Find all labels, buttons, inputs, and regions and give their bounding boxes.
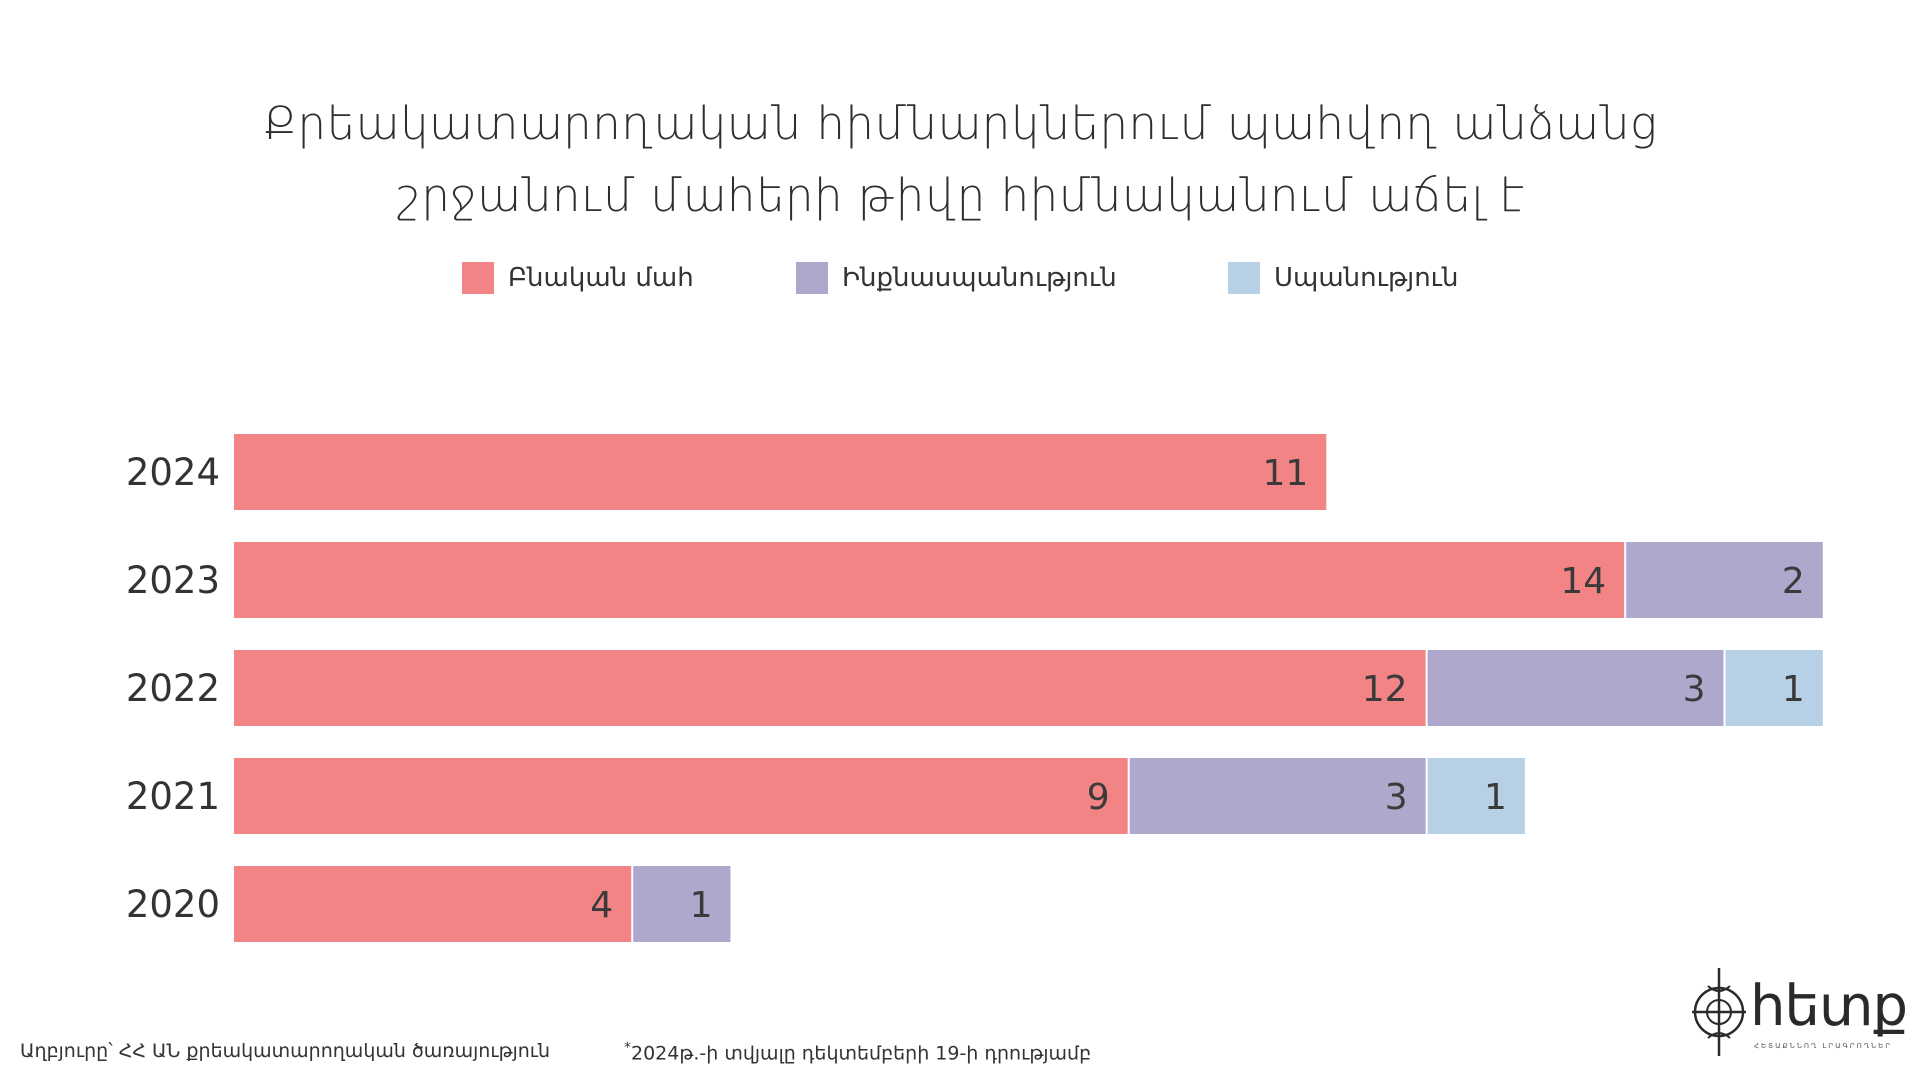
hetq-logo: հետք ՀԵՏԱՔՆՆՈՂ ԼՐԱԳՐՈՂՆԵՐ xyxy=(1688,966,1908,1058)
legend-item-murder: Սպանություն xyxy=(1228,260,1458,296)
chart-title-line-1: Քրեակատարողական հիմնարկներում պահվող անձ… xyxy=(262,97,1658,150)
chart-title: Քրեակատարողական հիմնարկներում պահվող անձ… xyxy=(0,88,1920,232)
y-tick-label-2022: 2022 xyxy=(126,667,220,710)
legend-swatch-suicide xyxy=(796,262,828,294)
bar-segment-natural-death-2023 xyxy=(234,542,1625,618)
bar-segment-murder-2022 xyxy=(1725,650,1823,726)
legend-label-suicide: Ինքնասպանություն xyxy=(842,263,1117,293)
source-note: Աղբյուրը՝ ՀՀ ԱՆ քրեակատարողական ծառայութ… xyxy=(20,1040,551,1062)
legend-item-suicide: Ինքնասպանություն xyxy=(796,260,1117,296)
bar-segment-suicide-2021 xyxy=(1129,758,1426,834)
bar-segment-natural-death-2021 xyxy=(234,758,1128,834)
data-label-suicide-2021: 3 xyxy=(1385,777,1408,818)
hetq-logo-text: հետք xyxy=(1750,974,1908,1039)
y-tick-label-2023: 2023 xyxy=(126,559,220,602)
legend-swatch-natural-death xyxy=(462,262,494,294)
chart-title-line-2: շրջանում մահերի թիվը հիմնականում աճել է xyxy=(394,169,1526,222)
data-label-murder-2022: 1 xyxy=(1782,669,1805,710)
bar-segment-natural-death-2022 xyxy=(234,650,1426,726)
data-label-natural-death-2020: 4 xyxy=(590,885,613,926)
data-label-suicide-2022: 3 xyxy=(1683,669,1706,710)
footnote-mark: * xyxy=(624,1040,631,1056)
data-label-natural-death-2021: 9 xyxy=(1087,777,1110,818)
legend-item-natural-death: Բնական մահ xyxy=(462,260,694,296)
data-label-murder-2021: 1 xyxy=(1484,777,1507,818)
bar-segment-natural-death-2024 xyxy=(234,434,1327,510)
data-label-suicide-2023: 2 xyxy=(1782,561,1805,602)
y-tick-label-2020: 2020 xyxy=(126,883,220,926)
data-label-suicide-2020: 1 xyxy=(690,885,713,926)
footnote-text: 2024թ.-ի տվյալը դեկտեմբերի 19-ի դրությամ… xyxy=(631,1042,1092,1065)
data-label-natural-death-2022: 12 xyxy=(1362,669,1408,710)
legend-label-murder: Սպանություն xyxy=(1274,263,1459,293)
hetq-logo-subtext: ՀԵՏԱՔՆՆՈՂ ԼՐԱԳՐՈՂՆԵՐ xyxy=(1754,1042,1893,1050)
y-tick-label-2024: 2024 xyxy=(126,451,220,494)
bar-segment-suicide-2023 xyxy=(1626,542,1823,618)
bar-segment-suicide-2020 xyxy=(633,866,731,942)
y-tick-label-2021: 2021 xyxy=(126,775,220,818)
legend-label-natural-death: Բնական մահ xyxy=(508,263,694,293)
legend-swatch-murder xyxy=(1228,262,1260,294)
bar-segment-murder-2021 xyxy=(1427,758,1525,834)
data-label-natural-death-2024: 11 xyxy=(1262,453,1308,494)
chart-legend: Բնական մահ Ինքնասպանություն Սպանություն xyxy=(0,260,1920,296)
data-label-natural-death-2023: 14 xyxy=(1560,561,1606,602)
bar-segment-natural-death-2020 xyxy=(234,866,632,942)
data-date-note: *2024թ.-ի տվյալը դեկտեմբերի 19-ի դրությա… xyxy=(624,1040,1091,1064)
hetq-logo-emblem-icon xyxy=(1692,968,1746,1056)
bar-segment-suicide-2022 xyxy=(1427,650,1724,726)
